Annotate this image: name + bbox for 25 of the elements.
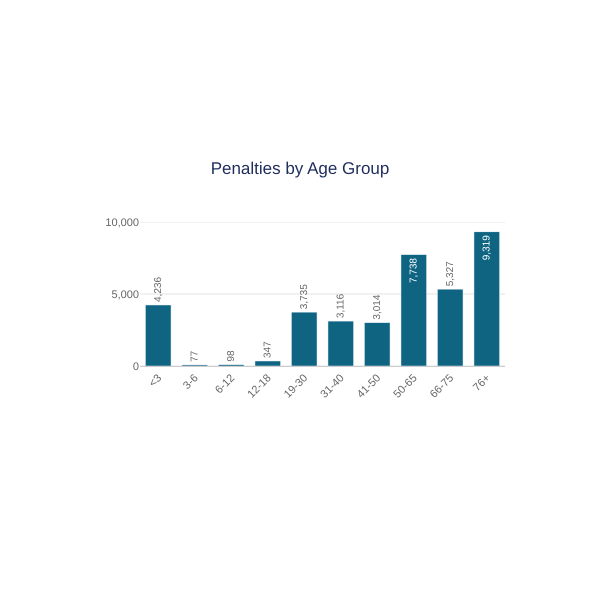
x-tick-label: 3-6 <box>181 372 201 392</box>
data-label: 3,735 <box>298 284 310 310</box>
data-label: 3,014 <box>372 294 383 320</box>
bar <box>437 289 464 366</box>
data-label: 77 <box>189 350 200 362</box>
bar <box>145 304 172 366</box>
y-tick-label: 5,000 <box>111 288 139 301</box>
data-label: 3,116 <box>335 293 346 318</box>
data-label: 98 <box>226 350 237 362</box>
data-label: 7,738 <box>408 258 420 284</box>
bar <box>328 320 354 366</box>
data-label: 5,327 <box>444 260 456 286</box>
bar <box>364 322 390 366</box>
data-label: 347 <box>262 340 274 358</box>
data-label: 4,236 <box>152 276 164 302</box>
y-tick-label: 10,000 <box>105 216 139 229</box>
x-tick-label: <3 <box>146 372 164 390</box>
bar <box>474 232 500 366</box>
y-tick-label: 0 <box>132 360 139 373</box>
bar <box>400 254 427 366</box>
data-label: 9,319 <box>481 234 492 260</box>
chart-title: Penalties by Age Group <box>210 158 390 178</box>
bar <box>291 312 318 366</box>
x-tick-label: 76+ <box>471 372 493 394</box>
bar <box>254 360 281 366</box>
